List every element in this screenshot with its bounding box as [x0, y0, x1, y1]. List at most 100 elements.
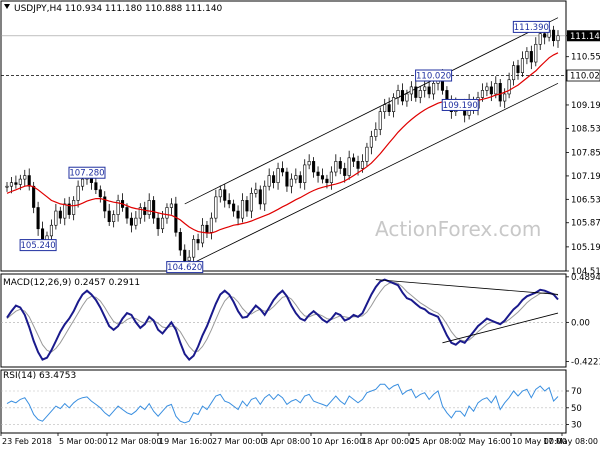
price-annotation-label: 104.620 — [167, 263, 202, 273]
candle-body — [520, 58, 524, 73]
candle-body — [160, 217, 165, 230]
candle-body — [192, 239, 196, 258]
candle-body — [507, 79, 511, 95]
x-tick-label: 27 Mar 00:00 — [212, 437, 265, 446]
candle-body — [267, 175, 271, 187]
candle-body — [525, 51, 529, 59]
moving-average-line — [6, 52, 559, 234]
macd-y-tick-label: -0.4221 — [571, 358, 600, 368]
price-annotation-box — [19, 239, 57, 252]
macd-panel: 0.4894 0.00 -0.4221 — [0, 273, 600, 368]
candle-body — [480, 90, 485, 98]
candle-body — [36, 207, 40, 230]
price-annotation-label: 109.190 — [443, 101, 478, 111]
price-annotation-label: 111.390 — [514, 23, 549, 33]
candle-body — [9, 182, 13, 187]
candle-body — [27, 175, 31, 187]
candle-body — [272, 175, 276, 183]
candle-body — [249, 192, 253, 212]
macd-y-tick-label: 0.4894 — [571, 273, 600, 283]
channel-lower-line — [184, 82, 559, 268]
candle-body — [392, 97, 396, 112]
y-tick-label: 107.190 — [571, 172, 600, 182]
candle-body — [80, 178, 85, 187]
candle-body — [529, 51, 533, 63]
x-tick-label: 12 Mar 08:00 — [108, 437, 161, 446]
candle-body — [485, 86, 489, 91]
y-tick-label: 106.530 — [571, 195, 600, 205]
candle-body — [240, 200, 245, 219]
candle-body — [263, 185, 267, 205]
candle-body — [294, 175, 298, 180]
last-price-tag-label: 111.140 — [570, 32, 600, 42]
x-tick-label: 19 Mar 16:00 — [159, 437, 212, 446]
macd-trendline — [375, 279, 559, 295]
candle-body — [512, 65, 516, 81]
candle-body — [129, 217, 133, 226]
rsi-panel-frame — [0, 369, 567, 434]
candle-body — [178, 232, 182, 251]
candle-body — [494, 83, 498, 95]
y-tick-label: 105.190 — [571, 243, 600, 253]
price-annotation-box — [512, 20, 550, 33]
candle-body — [289, 178, 293, 187]
candle-body — [396, 90, 400, 98]
candle-body — [200, 224, 205, 244]
candle-body — [427, 86, 431, 95]
x-tick-label: 25 Apr 08:00 — [410, 437, 462, 446]
candle-body — [138, 207, 142, 219]
price-annotation-label: 105.240 — [21, 241, 56, 251]
candle-body — [49, 224, 53, 237]
rsi-y-tick-label: 50 — [571, 404, 582, 414]
candle-body — [156, 217, 160, 230]
candle-body — [276, 168, 280, 183]
candle-body — [94, 182, 98, 191]
rsi-panel: 70 50 30 — [0, 369, 582, 434]
y-tick-label: 107.850 — [571, 148, 600, 158]
candle-body — [432, 83, 436, 95]
candle-body — [63, 203, 67, 219]
candle-body — [298, 175, 302, 183]
candle-body — [347, 157, 351, 176]
candle-body — [338, 161, 342, 169]
candle-body — [67, 203, 71, 215]
candle-body — [307, 161, 311, 166]
candle-body — [58, 210, 62, 219]
candle-body — [334, 161, 338, 173]
x-tick-label: 10 Apr 16:00 — [312, 437, 364, 446]
candle-body — [303, 164, 307, 183]
candle-body — [107, 210, 111, 222]
candle-body — [325, 178, 329, 183]
candle-body — [187, 256, 191, 262]
price-annotation-box — [415, 69, 453, 82]
candle-body — [209, 217, 213, 233]
candle-body — [143, 207, 147, 215]
candle-body — [352, 157, 356, 162]
candle-body — [76, 185, 80, 201]
macd-line — [6, 278, 559, 362]
candle-body — [405, 93, 409, 102]
candle-body — [147, 200, 151, 215]
y-tick-label: 104.510 — [571, 267, 600, 277]
macd-trendline — [442, 312, 559, 344]
candle-body — [254, 189, 258, 194]
candle-body — [556, 35, 560, 42]
last-price-tag — [567, 30, 600, 42]
x-tick-label: 23 Feb 2018 — [2, 437, 52, 446]
candle-body — [534, 43, 538, 63]
candle-body — [543, 33, 547, 38]
rsi-y-tick-label: 30 — [571, 421, 582, 431]
candle-body — [54, 210, 58, 226]
candle-body — [14, 182, 18, 185]
candle-body — [365, 146, 369, 162]
main-panel-frame — [0, 0, 567, 272]
candle-body — [134, 217, 138, 226]
candle-body — [414, 86, 418, 98]
candle-body — [360, 161, 365, 169]
dropdown-triangle-icon — [4, 4, 10, 9]
candle-body — [498, 83, 502, 102]
candle-body — [169, 203, 173, 208]
y-tick-label: 105.870 — [571, 219, 600, 229]
